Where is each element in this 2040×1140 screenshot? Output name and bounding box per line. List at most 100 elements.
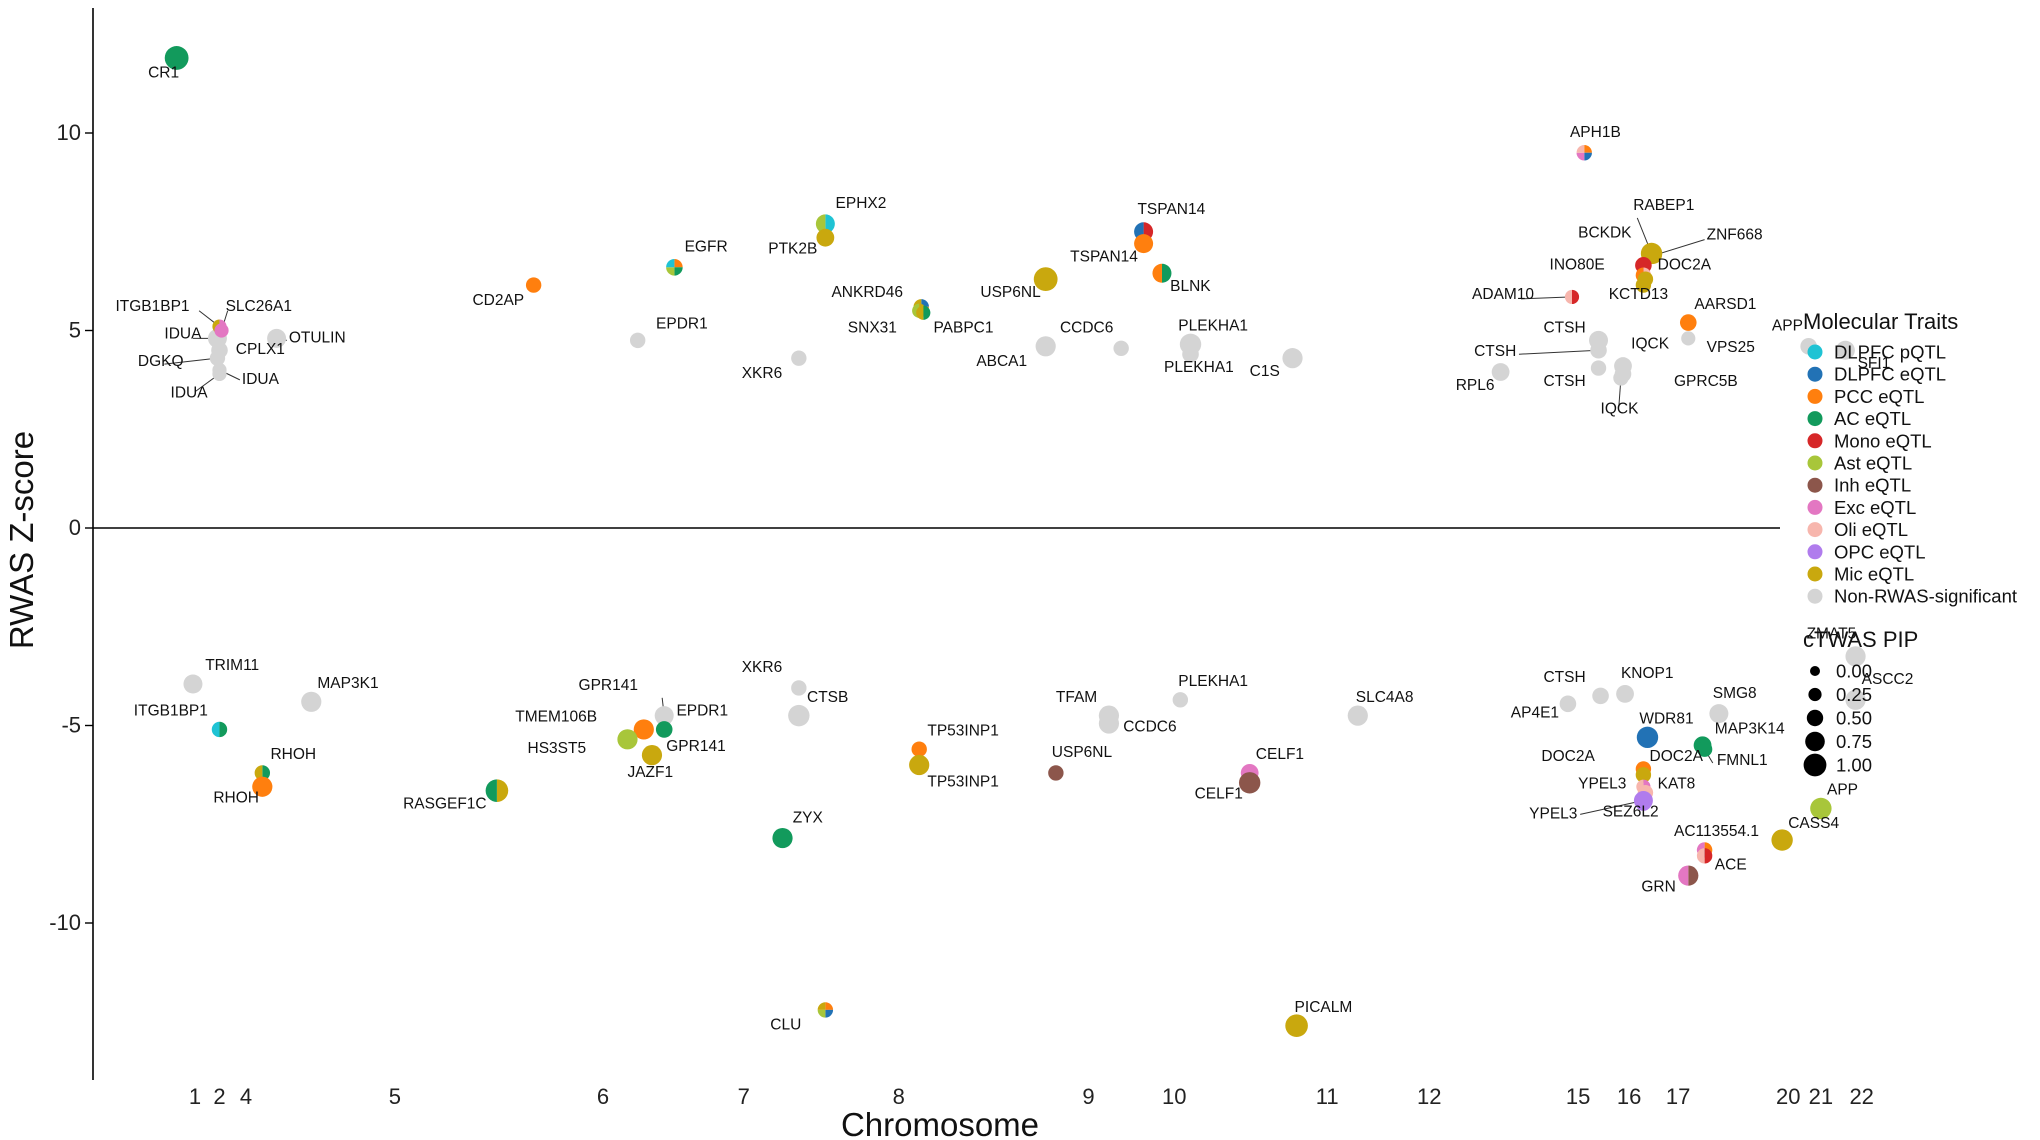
point-marker — [212, 366, 227, 382]
gene-label: IQCK — [1631, 335, 1670, 352]
legend-swatch — [1807, 522, 1823, 538]
gene-label: RHOH — [213, 790, 259, 807]
x-tick-label: 16 — [1617, 1084, 1641, 1109]
point-marker — [1636, 726, 1659, 749]
x-tick-label: 22 — [1849, 1084, 1873, 1109]
y-tick-label: 5 — [69, 318, 81, 343]
point-pie-slice — [825, 1002, 834, 1010]
gene-label: RASGEF1C — [403, 795, 487, 812]
gene-point-ccdc6 — [1113, 340, 1129, 356]
gene-point-cr1 — [164, 46, 189, 70]
point-pie-slice — [1161, 263, 1172, 283]
legend-swatch — [1807, 433, 1823, 449]
legend-trait-label: PCC eQTL — [1834, 386, 1924, 407]
gene-point-rhoh — [254, 765, 271, 781]
gene-label: ANKRD46 — [831, 284, 903, 301]
gene-label: APP — [1772, 318, 1803, 335]
point-pie-slice — [815, 214, 826, 234]
gene-label: EPDR1 — [676, 703, 728, 720]
gene-label: CTSH — [1543, 373, 1585, 390]
point-marker — [183, 674, 203, 694]
gene-label: RHOH — [270, 746, 316, 763]
gene-label: XKR6 — [742, 365, 783, 382]
gene-label: CR1 — [148, 65, 179, 82]
point-marker — [1285, 1014, 1308, 1037]
gene-point-plekha1 — [1172, 692, 1189, 708]
point-pie-slice — [1696, 848, 1705, 864]
gene-point-ccdc6 — [1098, 713, 1120, 734]
gene-point-dgkq — [209, 350, 226, 366]
gene-label: SEZ6L2 — [1603, 803, 1659, 820]
gene-label: PABPC1 — [933, 319, 993, 336]
gene-label: DGKQ — [138, 353, 184, 370]
point-marker — [1033, 267, 1058, 292]
legend-swatch — [1807, 366, 1823, 382]
gene-label: AARSD1 — [1694, 296, 1756, 313]
gene-point-gpr141 — [655, 721, 673, 738]
gene-label: ADAM10 — [1472, 286, 1534, 303]
point-pie-slice — [1678, 865, 1689, 886]
gene-label: RABEP1 — [1633, 197, 1694, 214]
point-pie-slice — [825, 1009, 834, 1018]
legend-trait-label: Non-RWAS-significant — [1834, 586, 2017, 607]
gene-point-zmat5 — [1845, 646, 1866, 667]
legend-trait-label: Mic eQTL — [1834, 564, 1914, 585]
gene-point-wdr81 — [1636, 726, 1659, 749]
gene-label: CCDC6 — [1123, 718, 1176, 735]
gene-label: TSPAN14 — [1070, 248, 1138, 265]
gene-point-usp6nl — [1033, 267, 1058, 292]
legend-trait-label: DLPFC pQTL — [1834, 342, 1946, 363]
point-pie-slice — [485, 779, 497, 802]
legend-trait-label: Oli eQTL — [1834, 519, 1908, 540]
gene-label: TSPAN14 — [1137, 201, 1205, 218]
point-marker — [1613, 370, 1629, 386]
gene-label: CTSH — [1543, 669, 1585, 686]
gene-label: HS3ST5 — [528, 740, 587, 757]
point-marker — [1835, 340, 1855, 360]
gene-label: KNOP1 — [1621, 665, 1674, 682]
gene-label: INO80E — [1550, 256, 1605, 273]
gene-point-tp53inp1 — [911, 741, 927, 757]
point-marker — [1845, 689, 1866, 710]
gene-point-picalm — [1285, 1014, 1308, 1037]
legend-swatch — [1807, 455, 1823, 471]
gene-label: CCDC6 — [1060, 319, 1113, 336]
point-marker — [209, 350, 226, 366]
point-pie-slice — [666, 267, 675, 276]
legend-swatch — [1807, 566, 1823, 582]
gene-point-ptk2b — [816, 228, 835, 247]
point-marker — [655, 709, 673, 726]
gene-label: ASCC2 — [1862, 671, 1914, 688]
legend-pip-dot — [1810, 666, 1820, 676]
x-axis-title: Chromosome — [841, 1106, 1039, 1140]
gene-label: ITGB1BP1 — [115, 298, 189, 315]
label-leader-line — [1520, 296, 1573, 300]
gene-point-epdr1 — [655, 709, 673, 726]
gene-label: YPEL3 — [1529, 805, 1577, 822]
legend-trait-label: OPC eQTL — [1834, 541, 1926, 562]
gene-label: CTSH — [1543, 319, 1585, 336]
gene-label: AP4E1 — [1511, 705, 1559, 722]
gene-point-cass4 — [1771, 829, 1793, 851]
gene-point-usp6nl — [1048, 765, 1064, 781]
point-pie-slice — [817, 1009, 826, 1018]
gene-point-doc2a — [1635, 767, 1652, 783]
point-marker — [1048, 765, 1064, 781]
point-pie-slice — [674, 267, 683, 276]
point-marker — [1182, 345, 1199, 363]
x-tick-label: 21 — [1809, 1084, 1833, 1109]
gene-point-blnk — [1152, 263, 1172, 283]
gene-point-egfr — [666, 259, 683, 276]
legend-pip-title: cTWAS PIP — [1803, 627, 1918, 652]
gene-label: GPRC5B — [1674, 373, 1738, 390]
x-tick-label: 20 — [1776, 1084, 1800, 1109]
x-tick-label: 12 — [1417, 1084, 1441, 1109]
point-marker — [1645, 247, 1662, 264]
gene-label: SLC26A1 — [226, 298, 292, 315]
gene-label: USP6NL — [1052, 744, 1113, 761]
x-tick-label: 6 — [597, 1084, 609, 1109]
gene-point-ace — [1696, 848, 1713, 864]
label-leader-line — [1518, 349, 1599, 355]
gene-label: KAT8 — [1658, 776, 1696, 793]
